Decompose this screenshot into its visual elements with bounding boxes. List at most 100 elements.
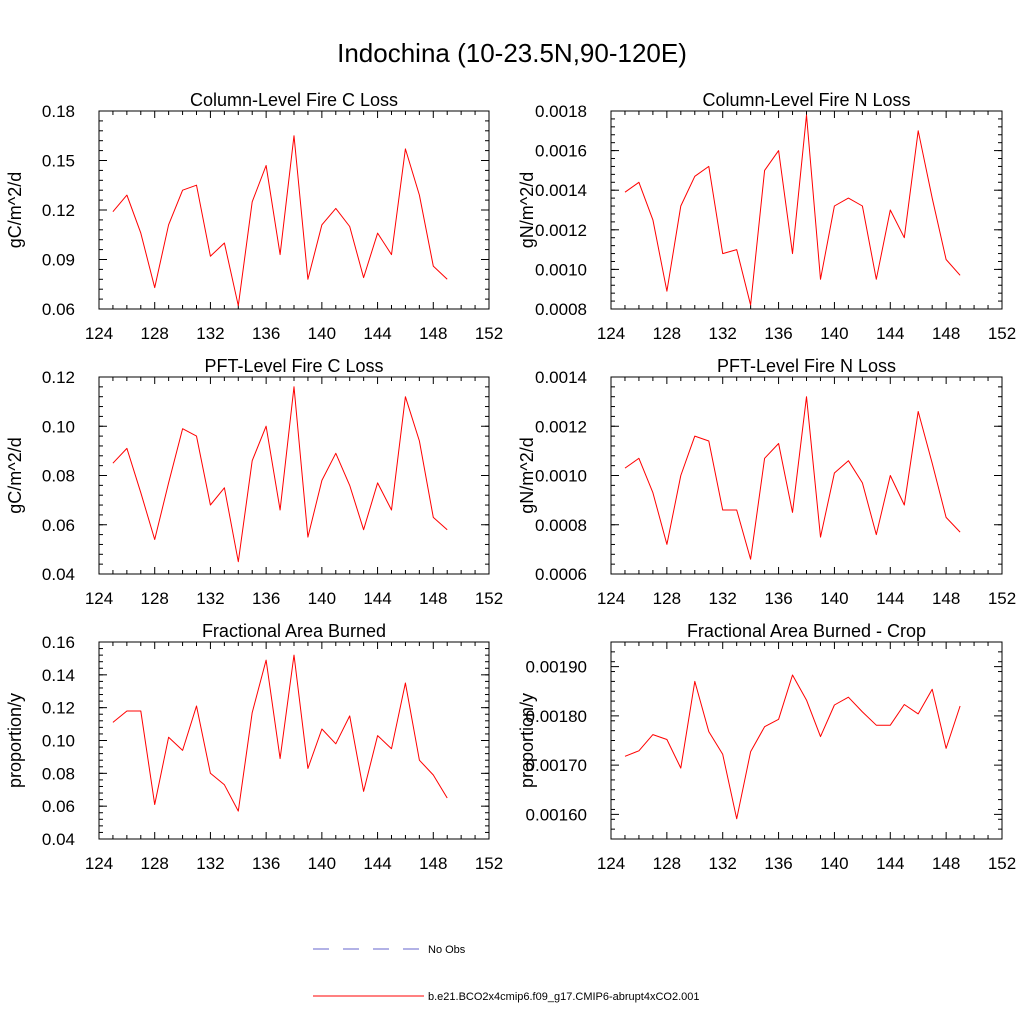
y-tick-label: 0.0010 <box>535 260 587 279</box>
series-line <box>624 114 961 306</box>
x-tick-label: 152 <box>988 854 1016 873</box>
y-tick-label: 0.0008 <box>535 516 587 535</box>
legend-model-label: b.e21.BCO2x4cmip6.f09_g17.CMIP6-abrupt4x… <box>428 991 700 1003</box>
x-tick-label: 144 <box>363 854 391 873</box>
chart-panel-5: Fractional Area Burned proportion/y 124 128… <box>5 621 503 873</box>
x-tick-label: 140 <box>308 589 336 608</box>
x-tick-label: 148 <box>932 324 960 343</box>
x-tick-label: 148 <box>419 324 447 343</box>
legend-no-obs-label: No Obs <box>428 944 466 956</box>
y-tick-label: 0.0012 <box>535 417 587 436</box>
series-line <box>112 654 448 812</box>
x-tick-label: 132 <box>196 854 224 873</box>
x-tick-label: 132 <box>196 589 224 608</box>
y-tick-label: 0.09 <box>42 251 75 270</box>
x-tick-label: 124 <box>85 589 113 608</box>
figure-title: Indochina (10-23.5N,90-120E) <box>337 38 687 68</box>
x-tick-label: 132 <box>709 589 737 608</box>
x-tick-label: 140 <box>820 854 848 873</box>
y-tick-label: 0.0016 <box>535 142 587 161</box>
y-tick-label: 0.04 <box>42 565 75 584</box>
y-tick-label: 0.0014 <box>535 368 587 387</box>
plot-frame <box>98 641 490 840</box>
x-tick-label: 128 <box>141 589 169 608</box>
chart-panel-3: PFT-Level Fire C Loss gC/m^2/d 124 128 132 13… <box>5 356 503 608</box>
y-tick-label: 0.06 <box>42 516 75 535</box>
y-tick-label: 0.0014 <box>535 181 587 200</box>
x-tick-label: 136 <box>764 589 792 608</box>
panel-title: Column-Level Fire C Loss <box>190 90 398 110</box>
y-tick-label: 0.15 <box>42 152 75 171</box>
x-tick-label: 124 <box>597 324 625 343</box>
y-tick-label: 0.00160 <box>526 805 587 824</box>
y-tick-label: 0.04 <box>42 830 75 849</box>
y-tick-label: 0.0018 <box>535 102 587 121</box>
y-tick-label: 0.12 <box>42 699 75 718</box>
chart-panel-6: Fractional Area Burned - Crop proportion/… <box>517 621 1016 873</box>
chart-panel-1: Column-Level Fire C Loss gC/m^2/d 124 128 13… <box>5 90 503 343</box>
y-axis-label: gN/m^2/d <box>517 172 537 248</box>
x-tick-label: 124 <box>597 589 625 608</box>
panel-title: Fractional Area Burned <box>202 621 386 641</box>
x-tick-label: 144 <box>876 854 904 873</box>
y-tick-label: 0.00170 <box>526 756 587 775</box>
y-tick-label: 0.08 <box>42 467 75 486</box>
y-tick-label: 0.12 <box>42 368 75 387</box>
y-axis-label: gN/m^2/d <box>517 437 537 513</box>
y-tick-label: 0.0012 <box>535 221 587 240</box>
x-tick-label: 140 <box>820 324 848 343</box>
y-tick-label: 0.0006 <box>535 565 587 584</box>
panel-title: Column-Level Fire N Loss <box>702 90 910 110</box>
x-tick-label: 136 <box>252 589 280 608</box>
y-axis-label: gC/m^2/d <box>5 172 25 248</box>
x-tick-label: 152 <box>988 324 1016 343</box>
x-tick-label: 140 <box>820 589 848 608</box>
y-tick-label: 0.14 <box>42 666 75 685</box>
legend: No Obs b.e21.BCO2x4cmip6.f09_g17.CMIP6-a… <box>313 944 700 1003</box>
x-tick-label: 144 <box>363 589 391 608</box>
plot-frame <box>610 376 1003 575</box>
x-tick-label: 128 <box>653 589 681 608</box>
x-tick-label: 148 <box>419 854 447 873</box>
y-axis-label: proportion/y <box>517 693 537 788</box>
x-tick-label: 152 <box>475 589 503 608</box>
y-tick-label: 0.06 <box>42 300 75 319</box>
panel-title: PFT-Level Fire N Loss <box>717 356 896 376</box>
y-tick-label: 0.00180 <box>526 707 587 726</box>
x-tick-label: 128 <box>141 324 169 343</box>
x-tick-label: 148 <box>419 589 447 608</box>
y-tick-label: 0.10 <box>42 732 75 751</box>
x-tick-label: 128 <box>141 854 169 873</box>
x-tick-label: 136 <box>764 324 792 343</box>
y-axis-label: gC/m^2/d <box>5 437 25 513</box>
x-tick-label: 124 <box>85 324 113 343</box>
y-tick-label: 0.0008 <box>535 300 587 319</box>
x-tick-label: 136 <box>252 854 280 873</box>
panel-title: PFT-Level Fire C Loss <box>204 356 383 376</box>
series-line <box>112 135 448 307</box>
y-tick-label: 0.00190 <box>526 658 587 677</box>
chart-panel-2: Column-Level Fire N Loss gN/m^2/d 124 128 13… <box>517 90 1016 343</box>
x-tick-label: 124 <box>597 854 625 873</box>
x-tick-label: 124 <box>85 854 113 873</box>
y-tick-label: 0.16 <box>42 633 75 652</box>
y-tick-label: 0.0010 <box>535 467 587 486</box>
y-tick-label: 0.18 <box>42 102 75 121</box>
y-tick-label: 0.06 <box>42 797 75 816</box>
y-tick-label: 0.12 <box>42 201 75 220</box>
plot-frame <box>610 641 1003 840</box>
series-line <box>112 386 448 563</box>
plot-frame <box>610 110 1003 310</box>
x-tick-label: 144 <box>876 589 904 608</box>
panels-group: Column-Level Fire C Loss gC/m^2/d 124 128 13… <box>5 90 1016 873</box>
x-tick-label: 136 <box>764 854 792 873</box>
x-tick-label: 152 <box>988 589 1016 608</box>
x-tick-label: 148 <box>932 589 960 608</box>
x-tick-label: 152 <box>475 324 503 343</box>
x-tick-label: 140 <box>308 324 336 343</box>
x-tick-label: 136 <box>252 324 280 343</box>
x-tick-label: 132 <box>709 854 737 873</box>
x-tick-label: 144 <box>876 324 904 343</box>
x-tick-label: 140 <box>308 854 336 873</box>
